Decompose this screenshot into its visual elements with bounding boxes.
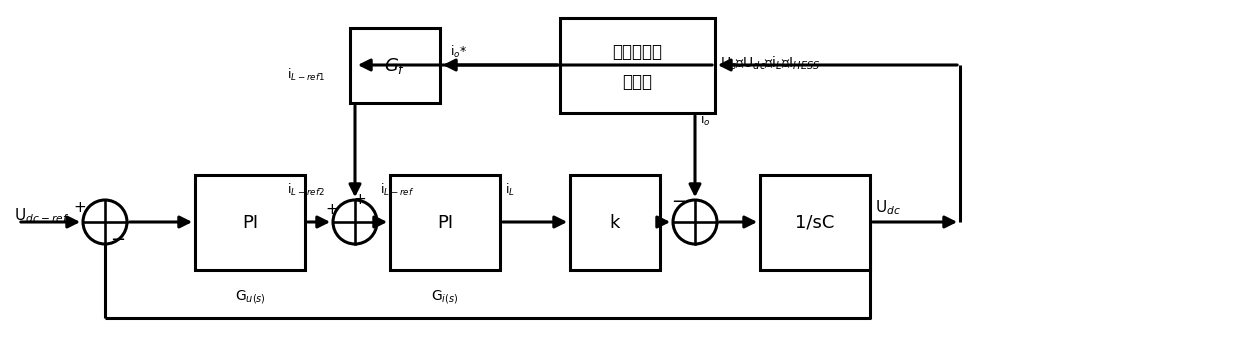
Text: +: + bbox=[326, 203, 339, 217]
Text: −: − bbox=[110, 231, 125, 249]
Bar bbox=[350, 28, 440, 103]
Bar bbox=[760, 175, 870, 270]
Text: U$_s$、U$_{dc}$、i$_L$、I$_{HESS}$: U$_s$、U$_{dc}$、i$_L$、I$_{HESS}$ bbox=[720, 54, 821, 72]
Text: PI: PI bbox=[436, 214, 453, 232]
Text: U$_{dc}$: U$_{dc}$ bbox=[875, 199, 900, 217]
Text: 非线性干扰: 非线性干扰 bbox=[613, 42, 662, 60]
Circle shape bbox=[83, 200, 126, 244]
Bar bbox=[570, 175, 660, 270]
Text: $G_f$: $G_f$ bbox=[384, 55, 405, 76]
Text: i$_{L-ref1}$: i$_{L-ref1}$ bbox=[286, 67, 325, 83]
Text: i$_{L-ref}$: i$_{L-ref}$ bbox=[379, 182, 414, 198]
Text: 1/sC: 1/sC bbox=[795, 214, 835, 232]
Text: G$_{u(s)}$: G$_{u(s)}$ bbox=[234, 288, 265, 306]
Text: U$_{dc-ref}$: U$_{dc-ref}$ bbox=[14, 207, 69, 225]
Circle shape bbox=[334, 200, 377, 244]
Text: i$_o$: i$_o$ bbox=[701, 112, 711, 128]
Bar bbox=[560, 18, 715, 113]
Text: 观测器: 观测器 bbox=[622, 72, 652, 90]
Text: i$_{L-ref2}$: i$_{L-ref2}$ bbox=[286, 182, 325, 198]
Text: i$_{L}$: i$_{L}$ bbox=[505, 182, 515, 198]
Text: +: + bbox=[353, 192, 366, 208]
Text: G$_{i(s)}$: G$_{i(s)}$ bbox=[432, 288, 459, 306]
Text: k: k bbox=[610, 214, 620, 232]
Text: PI: PI bbox=[242, 214, 258, 232]
Bar bbox=[195, 175, 305, 270]
Text: +: + bbox=[73, 199, 87, 215]
Text: −: − bbox=[671, 193, 687, 211]
Text: i$_o$*: i$_o$* bbox=[450, 44, 467, 60]
Bar bbox=[391, 175, 500, 270]
Circle shape bbox=[673, 200, 717, 244]
